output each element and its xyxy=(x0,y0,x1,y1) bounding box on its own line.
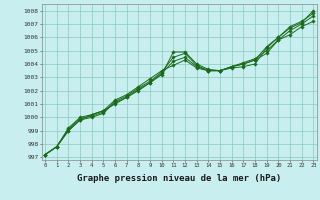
X-axis label: Graphe pression niveau de la mer (hPa): Graphe pression niveau de la mer (hPa) xyxy=(77,174,281,183)
